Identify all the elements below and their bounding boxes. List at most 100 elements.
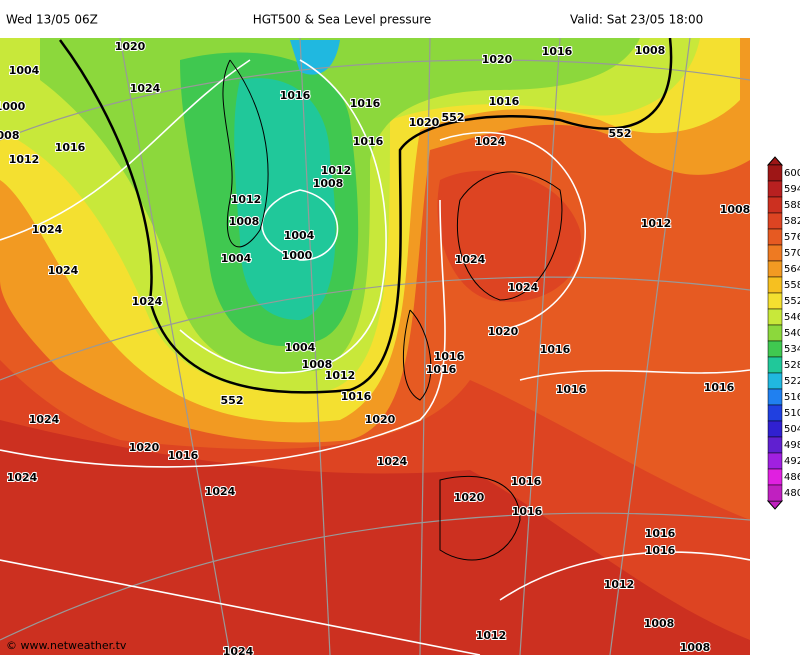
colorbar-cell [767, 308, 783, 326]
isobar-label: 1012 [641, 217, 672, 230]
isobar-label: 1008 [680, 641, 711, 654]
isobar-label: 1020 [365, 413, 396, 426]
isobar-label: 1024 [475, 135, 506, 148]
isobar-label: 1020 [488, 325, 519, 338]
isobar-label: 1020 [115, 40, 146, 53]
colorbar-label: 552 [784, 296, 800, 307]
colorbar-cell [767, 468, 783, 486]
isobar-label: 552 [442, 111, 465, 124]
isobar-label: 1020 [409, 116, 440, 129]
colorbar-label: 558 [784, 280, 800, 291]
isobar-label: 1016 [556, 383, 587, 396]
contour-552 [58, 38, 673, 394]
colorbar-label: 570 [784, 248, 800, 259]
isobar-label: 008 [0, 129, 19, 142]
colorbar-cell [767, 260, 783, 278]
isobar-label: 1008 [635, 44, 666, 57]
colorbar-cell [767, 420, 783, 438]
isobar-label: 1024 [377, 455, 408, 468]
isobar-label: 1008 [302, 358, 333, 371]
isobar-label: 1004 [9, 64, 40, 77]
isobar-label: 1024 [223, 645, 254, 658]
colorbar-cell [767, 452, 783, 470]
isobar-label: 1016 [341, 390, 372, 403]
isobars [0, 59, 750, 655]
isobar-label: 1012 [321, 164, 352, 177]
isobar-label: 1024 [508, 281, 539, 294]
colorbar-label: 534 [784, 344, 800, 355]
colorbar-label: 492 [784, 456, 800, 467]
isobar-label: 1016 [489, 95, 520, 108]
isobar-label: 1020 [482, 53, 513, 66]
run-time: Wed 13/05 06Z [6, 13, 98, 27]
isobar-label: 1004 [284, 229, 315, 242]
colorbar-label: 576 [784, 232, 800, 243]
colorbar-label: 510 [784, 408, 800, 419]
colorbar-label: 564 [784, 264, 800, 275]
isobar-label: 1016 [434, 350, 465, 363]
isobar-label: 1024 [32, 223, 63, 236]
isobar-label: 1016 [511, 475, 542, 488]
colorbar-cell [767, 212, 783, 230]
colorbar-arrow [766, 156, 784, 166]
isobar-label: 1016 [353, 135, 384, 148]
isobar-label: 1020 [454, 491, 485, 504]
colorbar-label: 498 [784, 440, 800, 451]
colorbar-label: 540 [784, 328, 800, 339]
isobar-label: 1012 [325, 369, 356, 382]
footer-credit: © www.netweather.tv [6, 639, 127, 652]
isobar-label: 1016 [645, 544, 676, 557]
isobar-label: 1008 [229, 215, 260, 228]
isobar-label: 1008 [313, 177, 344, 190]
isobar-label: 1000 [282, 249, 313, 262]
colorbar-cell [767, 276, 783, 294]
colorbar-label: 600 [784, 168, 800, 179]
colorbar-label: 528 [784, 360, 800, 371]
isobar-label: 1016 [280, 89, 311, 102]
colorbar-cell [767, 436, 783, 454]
isobar-label: 1016 [542, 45, 573, 58]
isobar-label: 1012 [9, 153, 40, 166]
isobar-label: 1024 [455, 253, 486, 266]
colorbar-label: 522 [784, 376, 800, 387]
isobar-label: 1016 [350, 97, 381, 110]
colorbar-label: 546 [784, 312, 800, 323]
isobar-label: 1024 [132, 295, 163, 308]
colorbar-cell [767, 484, 783, 502]
isobar-label: 1016 [645, 527, 676, 540]
colorbar-cell [767, 292, 783, 310]
colorbar-label: 582 [784, 216, 800, 227]
isobar-label: 1008 [720, 203, 751, 216]
isobar-label: 1020 [129, 441, 160, 454]
isobar-label: 1024 [205, 485, 236, 498]
isobar-label: 1016 [168, 449, 199, 462]
isobar-label: 1012 [476, 629, 507, 642]
isobar-label: 1004 [221, 252, 252, 265]
colorbar-cell [767, 340, 783, 358]
colorbar-label: 516 [784, 392, 800, 403]
map-title: HGT500 & Sea Level pressure [253, 13, 432, 27]
colorbar-cell [767, 372, 783, 390]
isobar-label: 1000 [0, 100, 26, 113]
isobar-label: 1024 [29, 413, 60, 426]
isobar-label: 1024 [7, 471, 38, 484]
colorbar: 600 594 588 582 576 570 564 558 552 546 540 534 528 5… [766, 156, 800, 510]
colorbar-cell [767, 196, 783, 214]
colorbar-cell [767, 244, 783, 262]
colorbar-cell [767, 324, 783, 342]
isobar-label: 1016 [55, 141, 86, 154]
colorbar-cell [767, 356, 783, 374]
isobar-label: 1004 [285, 341, 316, 354]
isobar-label: 1016 [512, 505, 543, 518]
colorbar-arrow [766, 500, 784, 510]
coastlines [222, 59, 563, 561]
isobar-labels: 1020100410241000008101210161016101610161… [0, 39, 751, 659]
isobar-label: 552 [609, 127, 632, 140]
colorbar-cell [767, 404, 783, 422]
field [0, 38, 750, 655]
isobar-label: 1012 [231, 193, 262, 206]
isobar-label: 1016 [426, 363, 457, 376]
isobar-label: 1016 [704, 381, 735, 394]
